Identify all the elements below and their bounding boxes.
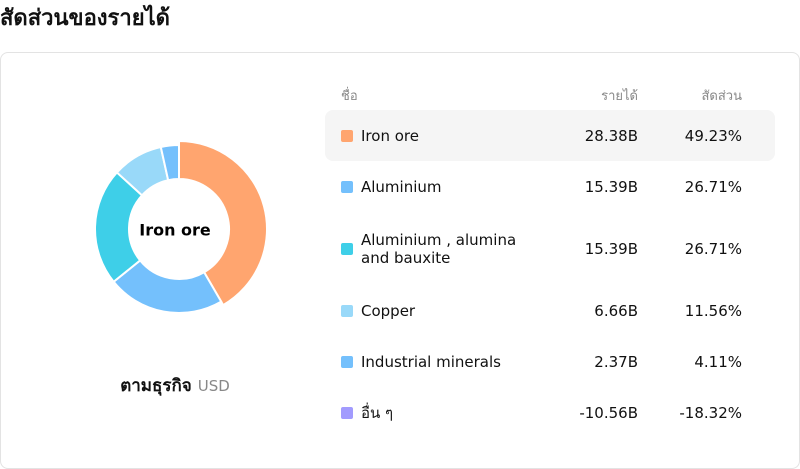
category-name: Iron ore xyxy=(361,126,419,145)
share-value: 49.23% xyxy=(684,126,742,145)
name-cell: Copper xyxy=(341,302,544,320)
legend-swatch xyxy=(341,242,353,255)
revenue-value: 6.66B xyxy=(594,301,638,320)
revenue-value: 2.37B xyxy=(594,352,638,371)
revenue-value: 28.38B xyxy=(584,126,638,145)
footer: ตามธุรกิจ USD xyxy=(0,372,350,399)
name-cell: Iron ore xyxy=(341,127,544,145)
revenue-value: -10.56B xyxy=(579,403,638,422)
table: ชื่อ รายได้ สัดส่วน Iron ore 28.38B 49.23%… xyxy=(325,80,775,438)
revenue-value: 15.39B xyxy=(584,239,638,258)
share-value: -18.32% xyxy=(679,403,742,422)
header-share: สัดส่วน xyxy=(701,88,743,104)
name-cell: Aluminium xyxy=(341,178,544,196)
name-cell: Aluminium , alumina and bauxite xyxy=(341,231,544,267)
share-value: 4.11% xyxy=(694,352,742,371)
donut-chart: Iron ore xyxy=(94,139,268,314)
share-value: 26.71% xyxy=(684,177,742,196)
header-name: ชื่อ xyxy=(341,88,358,104)
legend-swatch xyxy=(341,129,353,142)
category-name: Aluminium , alumina and bauxite xyxy=(361,230,517,267)
donut-slice xyxy=(159,143,180,182)
category-name: อื่น ๆ xyxy=(361,403,394,422)
page-title: สัดส่วนของรายได้ xyxy=(0,6,170,31)
name-cell: อื่น ๆ xyxy=(341,401,544,425)
legend-swatch xyxy=(341,304,353,317)
footer-label: ตามธุรกิจ xyxy=(120,376,192,396)
legend-swatch xyxy=(341,180,353,193)
table-row: Aluminium , alumina and bauxite 15.39B 26.… xyxy=(325,212,775,285)
revenue-value: 15.39B xyxy=(584,177,638,196)
center-label: Iron ore xyxy=(139,221,211,240)
category-name: Aluminium xyxy=(361,177,442,196)
share-value: 11.56% xyxy=(684,301,742,320)
header-revenue: รายได้ xyxy=(601,88,638,104)
table-row: Iron ore 28.38B 49.23% xyxy=(325,110,775,161)
category-name: Copper xyxy=(361,301,416,320)
legend-swatch xyxy=(341,406,353,419)
table-row: Copper 6.66B 11.56% xyxy=(325,285,775,336)
name-cell: Industrial minerals xyxy=(341,353,544,371)
table-row: อื่น ๆ -10.56B -18.32% xyxy=(325,387,775,438)
donut-slice xyxy=(178,139,268,307)
table-header: ชื่อ รายได้ สัดส่วน xyxy=(325,80,775,110)
share-value: 26.71% xyxy=(684,239,742,258)
category-name: Industrial minerals xyxy=(361,352,501,371)
currency: USD xyxy=(197,377,230,395)
table-row: Industrial minerals 2.37B 4.11% xyxy=(325,336,775,387)
legend-swatch xyxy=(341,355,353,368)
table-row: Aluminium 15.39B 26.71% xyxy=(325,161,775,212)
